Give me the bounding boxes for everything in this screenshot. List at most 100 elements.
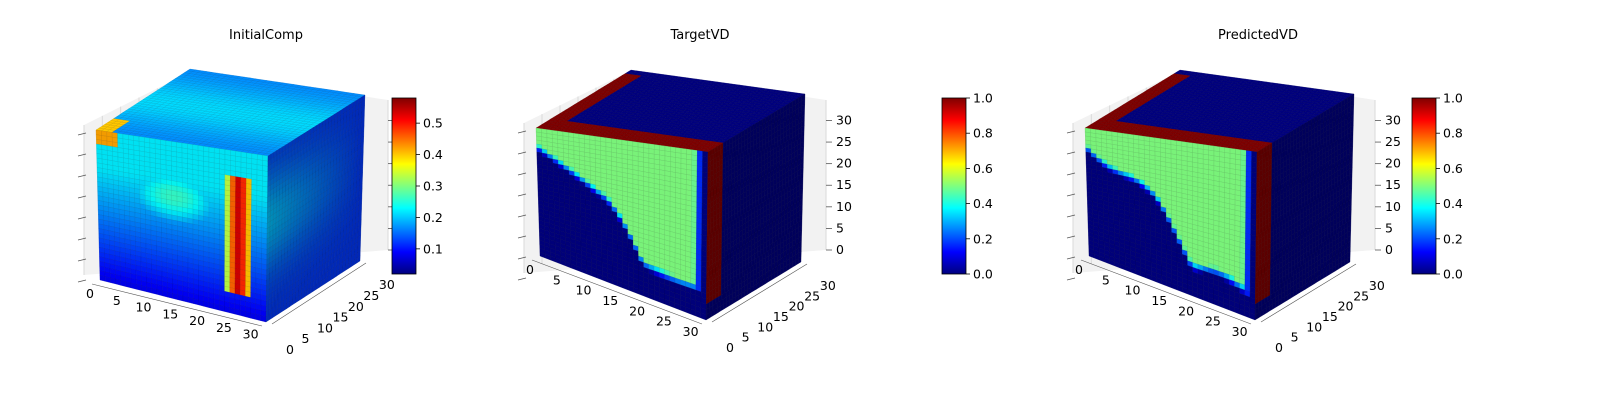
voxel-cell xyxy=(235,150,242,158)
voxel-cell xyxy=(224,306,230,313)
voxel-cell xyxy=(203,146,210,153)
colorbar-tick-label: 0.3 xyxy=(423,179,443,194)
panel-title: InitialComp xyxy=(229,28,303,43)
top-face xyxy=(95,68,366,157)
voxel-cell xyxy=(128,134,134,141)
voxel-cell xyxy=(251,199,257,207)
voxel-cell xyxy=(176,151,183,158)
y-tick-label: 5 xyxy=(302,331,310,346)
voxel-cell xyxy=(654,149,660,156)
voxel-cell xyxy=(255,314,262,321)
colorbar: 0.1 0.2 0.3 0.4 0.5 xyxy=(391,97,443,275)
voxel-cell xyxy=(643,147,650,154)
z-tick-mark xyxy=(77,279,87,283)
voxel-cell xyxy=(670,151,676,158)
voxel-cell xyxy=(203,151,210,158)
voxel-cell xyxy=(234,308,241,316)
voxel-cell xyxy=(256,169,263,177)
x-tick-label: 0 xyxy=(86,286,94,301)
voxel-cell xyxy=(664,145,671,152)
voxel-cell xyxy=(239,310,246,317)
x-tick-label: 10 xyxy=(136,300,152,315)
voxel-cell xyxy=(246,157,252,164)
panel-targetvd: TargetVD 0510152025300510152025300510152… xyxy=(517,28,993,355)
voxel-cell xyxy=(187,143,193,150)
colorbar-tick-label: 0.4 xyxy=(423,147,443,162)
y-tick-label: 30 xyxy=(379,277,395,292)
voxel-cell xyxy=(659,145,666,152)
voxel-cell xyxy=(187,153,193,160)
voxel-cell xyxy=(208,302,215,310)
voxel-cell xyxy=(230,150,236,157)
voxel-cell xyxy=(251,189,258,196)
voxel-cell xyxy=(654,144,660,151)
voxel-cell xyxy=(155,143,161,150)
voxel-cell xyxy=(638,151,644,158)
voxel-cell xyxy=(605,137,612,144)
voxel-cell xyxy=(246,167,252,175)
voxel-cell xyxy=(246,188,252,195)
voxel-cell xyxy=(224,149,231,156)
x-tick-label: 30 xyxy=(243,327,259,342)
voxel-cell xyxy=(246,152,253,159)
front-face xyxy=(535,127,709,321)
voxel-cell xyxy=(229,307,236,315)
colorbar-tick-label: 0.5 xyxy=(423,116,443,131)
voxel-cell xyxy=(245,311,251,319)
voxel-cell xyxy=(224,164,231,171)
voxel-cell xyxy=(203,166,210,173)
voxel-cell xyxy=(149,137,156,144)
voxel-cell xyxy=(648,143,655,150)
voxel-cell xyxy=(144,141,151,148)
panel-title: TargetVD xyxy=(669,28,729,43)
voxel-cell xyxy=(214,147,220,154)
voxel-cell xyxy=(664,150,671,157)
voxel-cell xyxy=(219,304,225,312)
voxel-cell xyxy=(256,195,263,202)
voxel-cell xyxy=(160,154,167,161)
front-face xyxy=(95,129,269,323)
voxel-cell xyxy=(251,163,258,170)
voxel-cell xyxy=(208,146,215,154)
voxel-cell xyxy=(214,157,220,164)
colorbar-tick-label: 0.1 xyxy=(423,241,443,256)
y-tick-label: 25 xyxy=(363,288,379,303)
voxel-cell xyxy=(648,148,655,155)
x-tick-label: 15 xyxy=(162,306,178,321)
voxel-cell xyxy=(250,312,256,320)
y-tick-label: 15 xyxy=(333,310,349,325)
voxel-cell xyxy=(171,141,177,148)
voxel-cell xyxy=(256,159,263,166)
voxel-cell xyxy=(181,147,188,154)
voxel-cell xyxy=(171,146,177,153)
y-tick-label: 20 xyxy=(348,299,364,314)
voxel-cell xyxy=(144,156,151,163)
voxel-cell xyxy=(176,142,183,149)
voxel-cell xyxy=(192,149,199,156)
voxel-cell xyxy=(643,142,650,149)
voxel-cell xyxy=(240,162,247,169)
colorbar-tick-label: 0.2 xyxy=(423,210,443,225)
voxels xyxy=(95,68,366,323)
voxel-cell xyxy=(224,159,231,166)
voxel-cell xyxy=(203,161,210,168)
voxel-cell xyxy=(262,155,269,162)
voxel-cell xyxy=(262,191,268,198)
voxel-cell xyxy=(240,156,247,164)
voxel-cell xyxy=(213,303,220,311)
voxel-cell xyxy=(203,156,210,163)
colorbar-gradient xyxy=(391,97,417,275)
voxel-cell xyxy=(260,315,267,323)
voxel-cell xyxy=(251,153,258,160)
voxel-cell xyxy=(262,180,268,188)
voxel-cell xyxy=(192,144,199,151)
voxel-cell xyxy=(181,157,188,164)
voxel-cell xyxy=(203,301,210,308)
voxel-cell xyxy=(256,185,263,192)
voxel-cell xyxy=(208,151,215,159)
voxel-cell xyxy=(160,149,167,156)
